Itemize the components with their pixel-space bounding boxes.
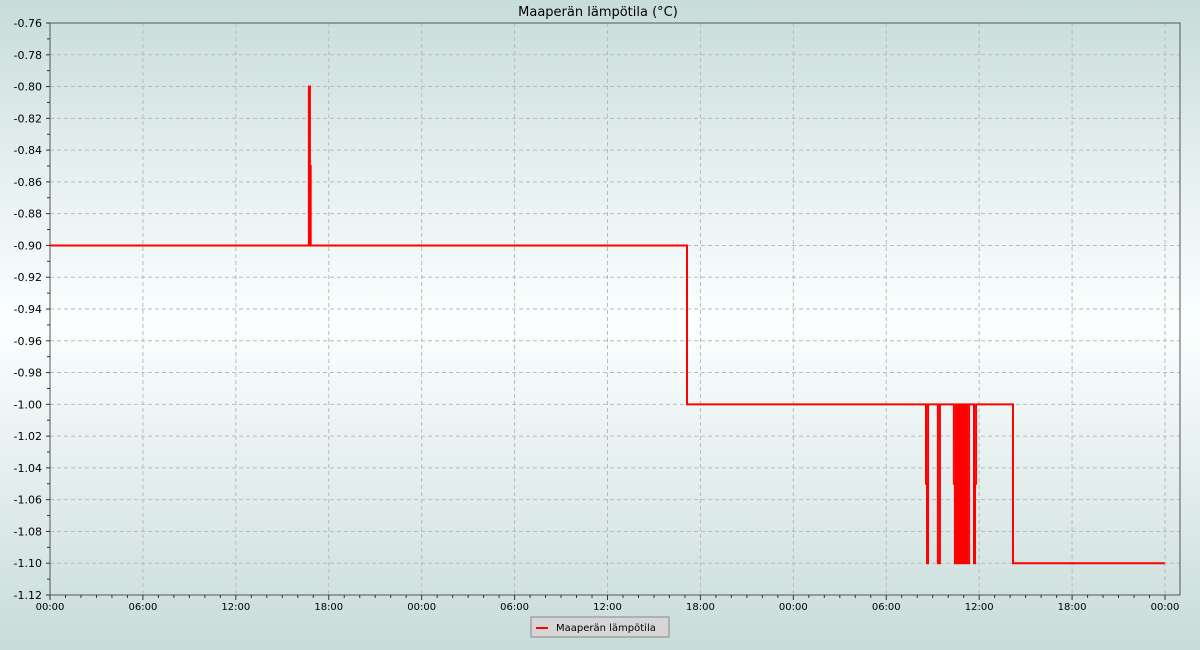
grid [50,23,1180,595]
y-tick-label: -1.00 [14,398,42,411]
x-tick-label: 18:00 [314,602,343,613]
series-line [50,85,1165,565]
x-tick-label: 00:00 [1151,602,1180,613]
series-layer [50,85,1165,565]
chart-title: Maaperän lämpötila (°C) [518,5,678,20]
y-tick-label: -0.86 [14,176,42,189]
x-tick-label: 00:00 [407,602,436,613]
legend-box [530,616,670,638]
x-tick-label: 06:00 [129,602,158,613]
x-tick-label: 06:00 [872,602,901,613]
y-tick-label: -0.90 [14,239,42,252]
y-tick-label: -0.98 [14,367,42,380]
y-tick-label: -0.92 [14,271,42,284]
x-tick-label: 12:00 [593,602,622,613]
legend: Maaperän lämpötila [530,616,670,638]
x-tick-label: 12:00 [965,602,994,613]
y-tick-label: -1.12 [14,589,42,602]
y-tick-label: -0.96 [14,335,42,348]
x-tick-label: 18:00 [1058,602,1087,613]
y-tick-label: -1.08 [14,525,42,538]
y-tick-label: -0.80 [14,81,42,94]
axes: -1.12 -1.10 -1.08 -1.06 -1.04 -1.02 -1.00 -0.98… [14,17,1181,613]
y-tick-label: -1.06 [14,494,42,507]
y-tick-label: -0.88 [14,208,42,221]
y-tick-label: -0.82 [14,112,42,125]
y-tick-label: -0.76 [14,17,42,30]
y-tick-label: -1.02 [14,430,42,443]
y-tick-label: -0.94 [14,303,42,316]
y-tick-label: -0.78 [14,49,42,62]
y-tick-label: -0.84 [14,144,42,157]
legend-label: Maaperän lämpötila [556,623,656,634]
x-tick-label: 12:00 [221,602,250,613]
y-tick-label: -1.04 [14,462,42,475]
y-tick-label: -1.10 [14,557,42,570]
x-tick-label: 18:00 [686,602,715,613]
x-tick-label: 00:00 [779,602,808,613]
x-tick-label: 00:00 [36,602,65,613]
x-tick-label: 06:00 [500,602,529,613]
